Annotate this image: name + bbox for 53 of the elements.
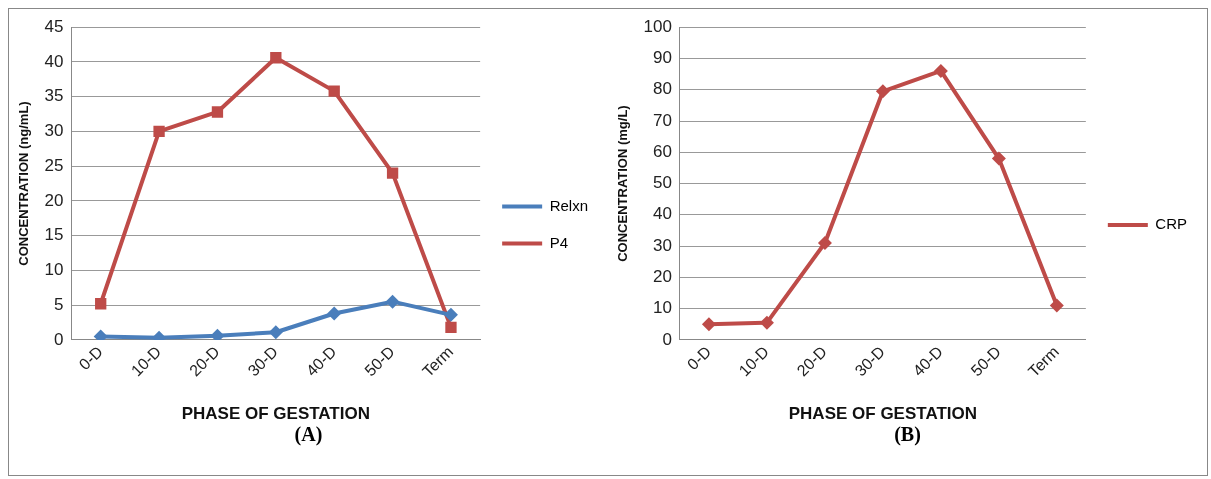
y-tick-label: 15 <box>44 225 64 245</box>
point <box>386 167 399 179</box>
x-tick-label: Term <box>1024 342 1063 381</box>
point <box>153 125 165 138</box>
point <box>1049 298 1064 313</box>
y-tick-label: 35 <box>44 86 64 106</box>
point <box>445 321 457 334</box>
x-axis-title: PHASE OF GESTATION <box>181 404 370 424</box>
y-tick-label: 10 <box>653 298 672 318</box>
y-tick-label: 25 <box>44 155 64 175</box>
y-tick-label: 30 <box>653 235 672 255</box>
y-tick-label: 0 <box>54 329 64 349</box>
point <box>443 307 458 322</box>
point <box>759 315 774 330</box>
y-tick-label: 40 <box>44 51 64 71</box>
point <box>875 84 890 99</box>
y-tick-label: 45 <box>44 16 64 36</box>
y-tick-label: 30 <box>44 121 64 141</box>
y-tick-label: 60 <box>653 141 672 161</box>
y-tick-label: 20 <box>44 190 64 210</box>
x-tick-label: 0-D <box>683 342 715 374</box>
x-tick-label: Term <box>419 342 457 381</box>
point <box>210 328 225 340</box>
point <box>95 298 107 310</box>
y-axis-title: CONCENTRATION (ng/mL) <box>16 101 32 266</box>
point <box>268 325 283 340</box>
y-tick-label: 50 <box>653 173 672 193</box>
point <box>817 235 832 250</box>
y-tick-label: 5 <box>54 294 64 314</box>
y-tick-label: 90 <box>653 48 672 68</box>
y-tick-label: 70 <box>653 110 672 130</box>
y-tick-label: 0 <box>662 329 672 349</box>
text: (A) <box>293 423 324 446</box>
legend-label: Relxn <box>549 196 589 214</box>
point <box>327 306 342 321</box>
x-tick-label: 0-D <box>75 342 106 374</box>
point <box>385 294 400 309</box>
text: (B) <box>893 423 922 446</box>
y-tick-label: 20 <box>653 267 672 287</box>
point <box>328 85 340 97</box>
x-axis-title: PHASE OF GESTATION <box>788 404 978 424</box>
point <box>991 151 1006 166</box>
y-tick-label: 40 <box>653 204 672 224</box>
point <box>701 317 716 332</box>
y-tick-label: 10 <box>44 260 64 280</box>
y-tick-label: 80 <box>653 79 672 99</box>
point <box>270 52 282 64</box>
y-tick-label: 100 <box>643 16 672 36</box>
point <box>211 106 224 118</box>
legend-label: CRP <box>1155 215 1187 233</box>
y-axis-title: CONCENTRATION (mg/L) <box>615 105 631 262</box>
legend-label: P4 <box>549 233 569 251</box>
point <box>933 63 948 78</box>
